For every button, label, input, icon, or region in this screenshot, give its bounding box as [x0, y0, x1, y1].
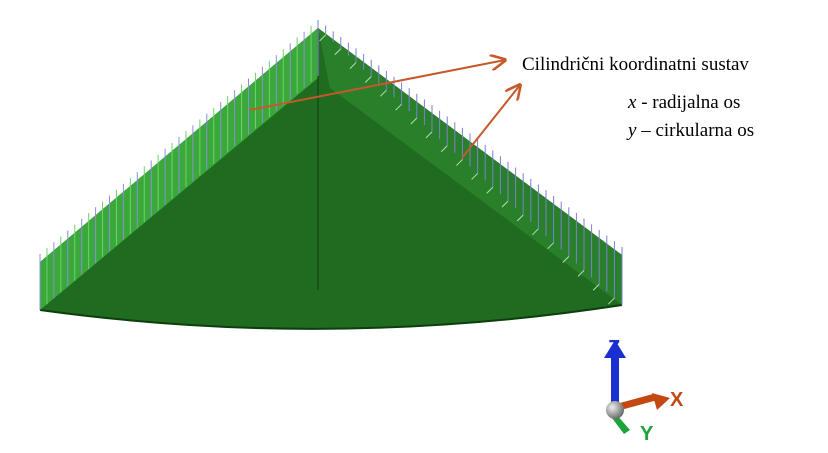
- hatch-line: [577, 270, 585, 277]
- axis-triad: Z X Y: [604, 337, 684, 445]
- hatch-line: [592, 283, 600, 291]
- arrow: [461, 85, 520, 159]
- z-label: Z: [608, 337, 620, 359]
- hatch-line: [547, 242, 554, 250]
- z-arrow: [611, 355, 619, 405]
- symbol: x: [627, 92, 637, 113]
- origin: [606, 401, 624, 419]
- arrow: [249, 60, 505, 111]
- hatch-line: [334, 48, 342, 56]
- hatch-line: [516, 214, 524, 222]
- hatch-line: [440, 145, 448, 153]
- text: – cirkularna os: [636, 120, 754, 141]
- hatch-line: [380, 89, 387, 97]
- y-arrow: [612, 414, 630, 434]
- annotation-line: x - radijalna os: [627, 92, 740, 113]
- hatch-line: [410, 117, 418, 125]
- x-head: [652, 393, 670, 410]
- x-arrow: [619, 393, 656, 410]
- hatch-line: [364, 76, 372, 83]
- hatch-line: [456, 159, 463, 166]
- hatch-line: [319, 34, 326, 42]
- annotation-title: Cilindrični koordinatni sustav: [522, 54, 749, 75]
- annotation-line: y – cirkularna os: [626, 120, 754, 141]
- sector-face: [40, 28, 622, 329]
- mesh-hatch: [39, 20, 623, 310]
- hatch-line: [608, 297, 615, 305]
- hatch-line: [532, 228, 539, 236]
- text: - radijalna os: [636, 92, 740, 113]
- outer-arc: [39, 304, 623, 330]
- hatch-line: [501, 200, 509, 208]
- hatch-line: [349, 62, 357, 69]
- fem-model: [39, 20, 623, 330]
- symbol: y: [626, 120, 637, 141]
- hatch-line: [471, 173, 478, 180]
- hatch-line: [395, 103, 402, 111]
- z-head: [604, 340, 626, 358]
- hatch-line: [425, 131, 433, 139]
- hatch-line: [562, 256, 570, 263]
- hatch-line: [486, 186, 494, 194]
- x-label: X: [670, 389, 684, 411]
- y-label: Y: [640, 423, 654, 445]
